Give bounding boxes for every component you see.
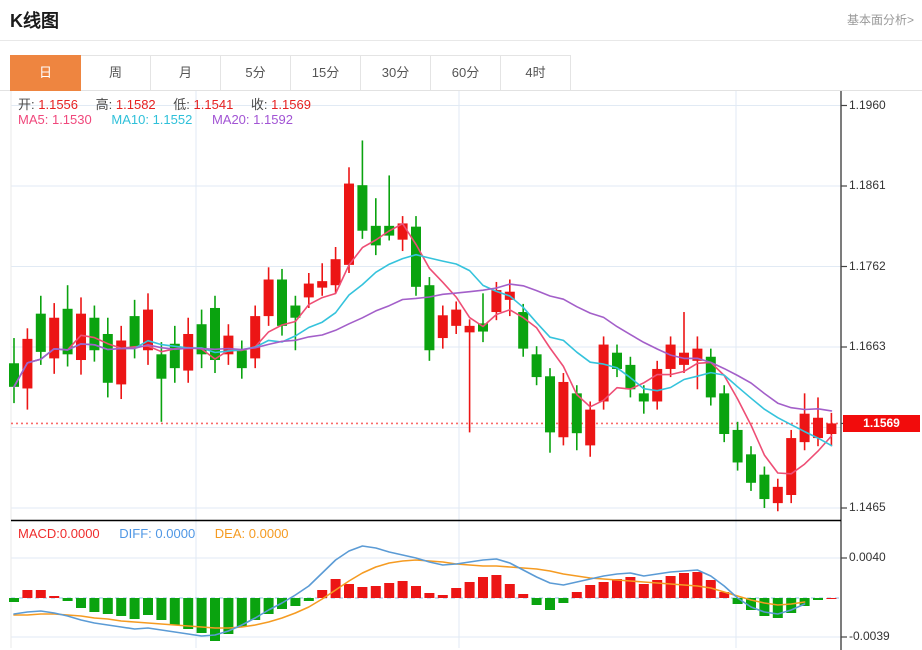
macd-readout: MACD:0.0000 DIFF: 0.0000 DEA: 0.0000	[18, 526, 289, 541]
macd-axis-label: -0.0039	[849, 629, 890, 643]
close-value: 1.1569	[271, 97, 311, 112]
open-value: 1.1556	[38, 97, 79, 112]
current-price-badge: 1.1569	[843, 415, 920, 432]
page-title: K线图	[10, 11, 59, 31]
price-axis-label: 1.1663	[849, 339, 886, 353]
price-axis-label: 1.1762	[849, 258, 886, 273]
open-label: 开:	[18, 97, 35, 112]
ma-readout: MA5: 1.1530 MA10: 1.1552 MA20: 1.1592	[18, 112, 293, 127]
tab-day[interactable]: 日	[10, 55, 81, 91]
macd-value: MACD:0.0000	[18, 526, 100, 541]
high-label: 高:	[95, 97, 113, 112]
ma10-readout: MA10: 1.1552	[111, 112, 193, 127]
ma20-readout: MA20: 1.1592	[211, 112, 293, 127]
ma5-readout: MA5: 1.1530	[18, 112, 92, 127]
ohlc-readout: 开: 1.1556 高: 1.1582 低: 1.1541 收: 1.1569	[18, 94, 325, 113]
tab-60min[interactable]: 60分	[430, 55, 501, 91]
tab-30min[interactable]: 30分	[360, 55, 431, 91]
tabs-underline	[0, 90, 922, 91]
price-axis-label: 1.1960	[849, 97, 886, 112]
close-label: 收:	[250, 97, 268, 112]
price-axis-label: 1.1861	[849, 178, 886, 192]
header-divider	[0, 40, 922, 41]
tab-month[interactable]: 月	[150, 55, 221, 91]
interval-tabs: 日 周 月 5分 15分 30分 60分 4时	[10, 55, 571, 91]
price-axis-label: 1.1465	[849, 500, 886, 514]
tab-15min[interactable]: 15分	[290, 55, 361, 91]
dea-value: DEA: 0.0000	[214, 526, 289, 541]
diff-value: DIFF: 0.0000	[119, 526, 196, 541]
fundamental-analysis-link[interactable]: 基本面分析>	[846, 13, 914, 27]
macd-axis-label: 0.0040	[849, 550, 886, 564]
high-value: 1.1582	[115, 97, 156, 112]
low-value: 1.1541	[193, 97, 234, 112]
low-label: 低:	[173, 97, 190, 112]
tab-5min[interactable]: 5分	[220, 55, 291, 91]
